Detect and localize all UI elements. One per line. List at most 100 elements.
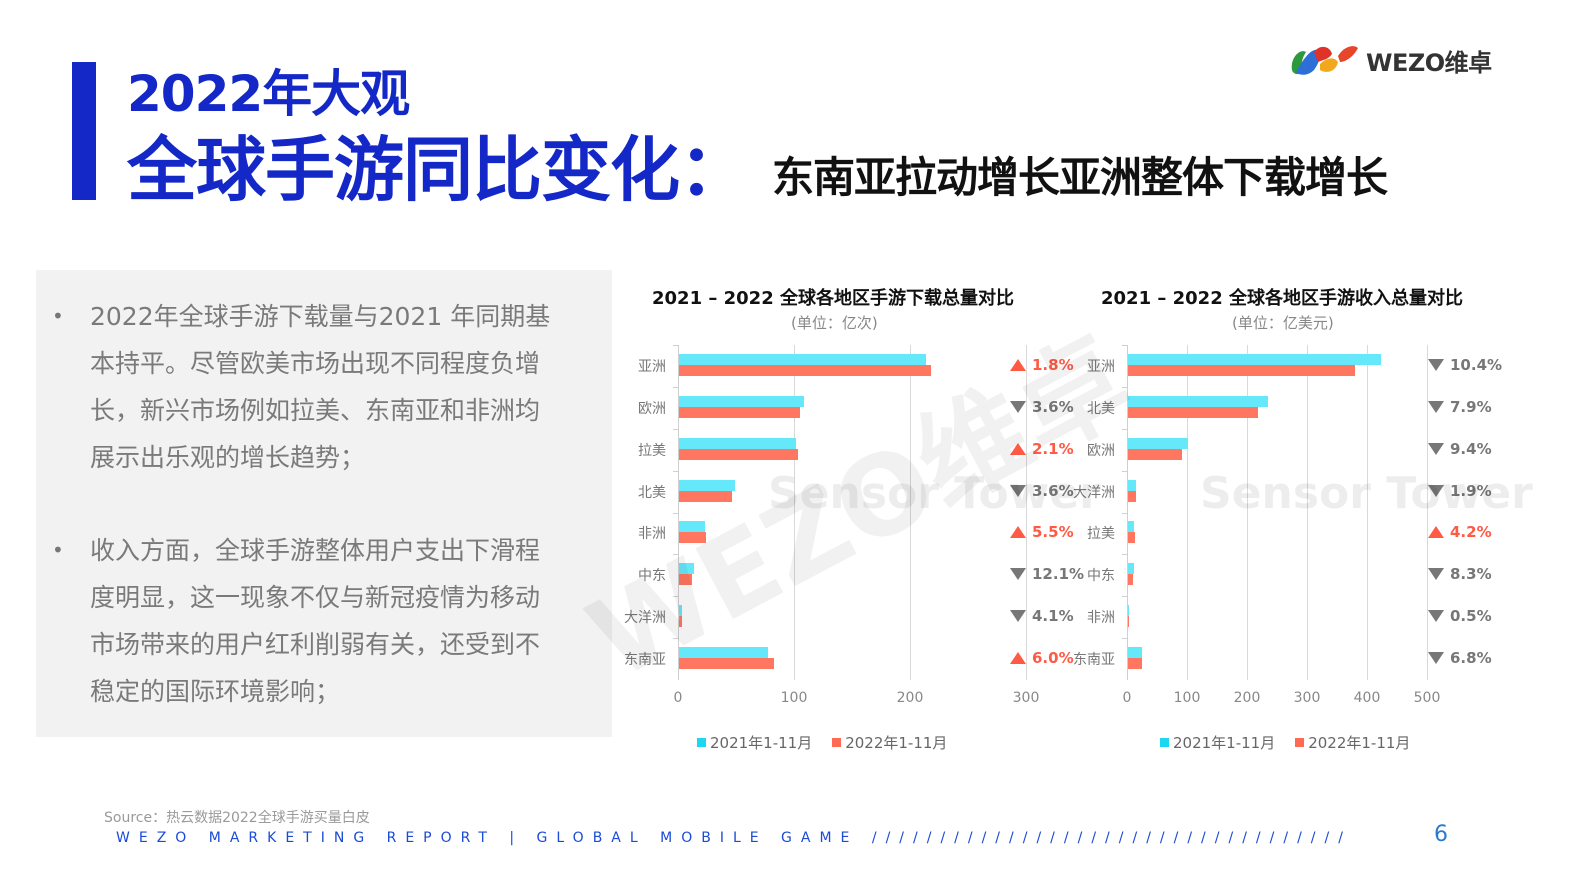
report-banner: WEZO MARKETING REPORT | GLOBAL MOBILE GA… xyxy=(116,830,1352,846)
bar-row: 欧洲 xyxy=(1087,436,1427,464)
triangle-down-icon xyxy=(1428,442,1444,455)
legend-swatch-icon xyxy=(1160,738,1169,747)
yoy-change: 10.4% xyxy=(1428,356,1502,374)
yoy-change: 6.0% xyxy=(1010,649,1074,667)
bar-2022 xyxy=(679,616,683,628)
wezo-logo: WEZO维卓 xyxy=(1288,40,1492,80)
bar-2021 xyxy=(1128,395,1268,407)
legend-swatch-icon xyxy=(697,738,706,747)
bullet-item: • 2022年全球手游下载量与2021 年同期基本持平。尽管欧美市场出现不同程度… xyxy=(52,293,552,481)
bullet-item: • 收入方面，全球手游整体用户支出下滑程度明显，这一现象不仅与新冠疫情为移动市场… xyxy=(52,527,552,715)
bar-2022 xyxy=(1128,574,1134,586)
category-label: 大洋洲 xyxy=(624,610,666,627)
category-label: 欧洲 xyxy=(1087,442,1115,459)
chart-legend: 2021年1-11月 2022年1-11月 xyxy=(1160,732,1410,753)
gridline xyxy=(1427,345,1428,680)
yoy-change: 1.9% xyxy=(1428,482,1492,500)
yoy-change: 8.3% xyxy=(1428,565,1492,583)
category-label: 东南亚 xyxy=(1073,652,1115,669)
y-tick xyxy=(673,596,678,598)
bar-row: 亚洲 xyxy=(1087,352,1427,380)
bullet-text: 2022年全球手游下载量与2021 年同期基本持平。尽管欧美市场出现不同程度负增… xyxy=(90,302,551,472)
category-label: 大洋洲 xyxy=(1073,484,1115,501)
triangle-down-icon xyxy=(1428,358,1444,371)
yoy-change: 4.1% xyxy=(1010,607,1074,625)
yoy-change: 9.4% xyxy=(1428,440,1492,458)
yoy-change: 4.2% xyxy=(1428,523,1492,541)
bar-row: 东南亚 xyxy=(1073,645,1427,673)
bar-row: 非洲 xyxy=(1087,603,1427,631)
chart-legend: 2021年1-11月 2022年1-11月 xyxy=(697,732,947,753)
bar-row: 中东 xyxy=(638,561,1026,589)
bar-row: 拉美 xyxy=(1087,519,1427,547)
bar-2021 xyxy=(1128,647,1143,659)
bar-2022 xyxy=(679,532,706,544)
yoy-change: 3.6% xyxy=(1010,398,1074,416)
x-tick-label: 100 xyxy=(780,690,808,706)
chart-title: 2021 – 2022 全球各地区手游下载总量对比 xyxy=(652,288,1014,309)
category-label: 中东 xyxy=(1087,568,1115,585)
gridline xyxy=(1026,345,1027,680)
bar-2021 xyxy=(679,605,683,617)
x-tick-label: 300 xyxy=(1012,690,1040,706)
bar-2022 xyxy=(679,658,775,670)
bar-2021 xyxy=(679,521,705,533)
bullet-dot: • xyxy=(52,538,64,562)
category-label: 拉美 xyxy=(638,442,666,459)
y-tick xyxy=(1122,470,1127,472)
triangle-up-icon xyxy=(1010,442,1026,455)
bar-2022 xyxy=(1128,616,1129,628)
legend-swatch-icon xyxy=(1295,738,1305,747)
bar-row: 非洲 xyxy=(638,519,1026,547)
category-label: 北美 xyxy=(638,484,666,501)
triangle-down-icon xyxy=(1010,400,1026,413)
bar-row: 大洋洲 xyxy=(1073,478,1427,506)
bar-2021 xyxy=(679,395,805,407)
bar-2021 xyxy=(1128,353,1382,365)
yoy-change: 6.8% xyxy=(1428,649,1492,667)
chart-plot-area: 0 100 200 300 亚洲 欧洲 拉美 北美 非洲 中东 大洋洲 东南亚 xyxy=(624,345,1039,706)
bar-2022 xyxy=(1128,406,1259,418)
bar-row: 亚洲 xyxy=(638,352,1026,380)
x-tick-label: 300 xyxy=(1293,690,1321,706)
y-tick xyxy=(673,428,678,430)
category-label: 欧洲 xyxy=(638,400,666,417)
bar-2022 xyxy=(1128,490,1136,502)
y-tick xyxy=(673,554,678,556)
gridline xyxy=(910,345,911,680)
yoy-change: 12.1% xyxy=(1010,565,1084,583)
legend-item-2021: 2021年1-11月 xyxy=(697,732,812,753)
bar-2022 xyxy=(679,574,692,586)
bar-2021 xyxy=(1128,479,1136,491)
y-tick xyxy=(1122,428,1127,430)
bar-2021 xyxy=(1128,521,1134,533)
page-title-main: 全球手游同比变化： xyxy=(127,129,749,211)
y-tick xyxy=(1122,386,1127,388)
y-tick xyxy=(673,512,678,514)
gridline xyxy=(1367,345,1368,680)
x-tick-label: 200 xyxy=(896,690,924,706)
y-tick xyxy=(1122,596,1127,598)
y-tick xyxy=(1122,554,1127,556)
bar-2021 xyxy=(679,479,735,491)
legend-item-2022: 2022年1-11月 xyxy=(832,732,947,753)
x-tick-label: 400 xyxy=(1353,690,1381,706)
category-label: 非洲 xyxy=(638,526,666,543)
category-label: 中东 xyxy=(638,568,666,585)
bullet-text: 收入方面，全球手游整体用户支出下滑程度明显，这一现象不仅与新冠疫情为移动市场带来… xyxy=(90,536,541,706)
chart-unit: (单位：亿美元) xyxy=(1232,314,1334,332)
y-tick xyxy=(1122,638,1127,640)
y-tick xyxy=(1122,345,1127,346)
chart-unit: (单位：亿次) xyxy=(791,314,878,332)
triangle-down-icon xyxy=(1428,568,1444,581)
y-axis xyxy=(1127,345,1128,680)
x-tick-label: 0 xyxy=(1122,690,1132,706)
yoy-change: 7.9% xyxy=(1428,398,1492,416)
page-title-year: 2022年大观 xyxy=(127,65,410,123)
bar-2022 xyxy=(679,490,733,502)
revenue-chart: 2021 – 2022 全球各地区手游收入总量对比 (单位：亿美元) 0 100 2… xyxy=(1060,280,1530,760)
page-number: 6 xyxy=(1434,822,1448,847)
bar-row: 东南亚 xyxy=(624,645,1026,673)
yoy-change: 5.5% xyxy=(1010,523,1074,541)
yoy-change: 2.1% xyxy=(1010,440,1074,458)
